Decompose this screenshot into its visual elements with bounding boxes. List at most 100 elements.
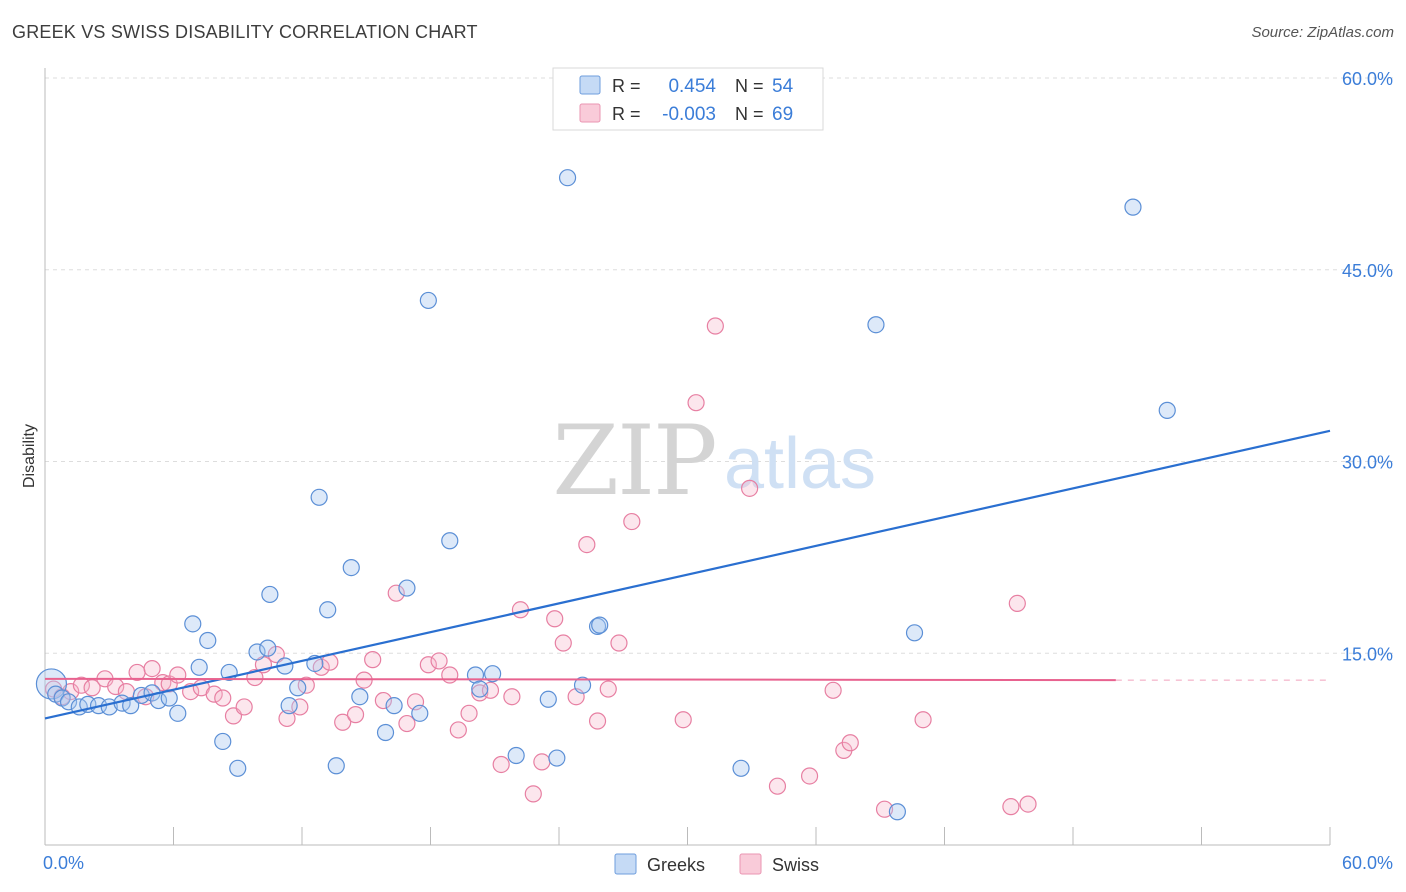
swiss-point [430,652,448,670]
swiss-point [374,691,392,710]
greek-point [35,668,68,700]
swiss-point [441,666,459,684]
greek-point [1158,401,1176,419]
greek-point [558,169,577,187]
swiss-point [246,668,264,687]
swiss-point [824,681,842,699]
greek-point [199,631,217,650]
greeks-n-value: 54 [772,76,794,97]
greek-point [591,616,609,634]
swiss-point [578,535,596,554]
swiss-point [471,684,489,702]
greeks-n-label: N = [735,76,764,96]
greek-point [398,579,416,597]
greek-point [248,643,266,661]
greek-point [190,658,208,676]
swiss-point [419,656,437,674]
swiss-point [1019,795,1037,813]
greek-point [867,316,885,334]
series-legend: Greeks Swiss [614,853,819,875]
swiss-point [449,721,467,739]
swiss-point [334,713,352,731]
greeks-swatch-icon [579,75,601,95]
greek-point [385,697,403,715]
swiss-point [1002,798,1020,816]
swiss-point [1008,594,1026,612]
legend-swiss-icon [739,853,762,875]
greek-point [214,732,232,751]
swiss-point [278,709,296,728]
swiss-point [674,711,692,729]
swiss-point [706,317,724,335]
greek-point [261,585,279,604]
legend-greeks-icon [614,853,637,875]
greek-point [507,746,525,765]
swiss-point [492,755,510,774]
greek-point [548,749,566,767]
chart-title: GREEK VS SWISS DISABILITY CORRELATION CH… [12,22,478,42]
swiss-point [214,689,232,707]
y-tick-label: 60.0% [1342,69,1393,89]
greek-point [441,532,459,550]
greek-point [319,601,337,619]
swiss-point [599,680,617,698]
x-tick-label: 60.0% [1342,853,1393,873]
watermark-zip: ZIP [552,405,715,517]
swiss-point [143,659,161,678]
greek-point [1124,198,1142,216]
greek-point [184,615,202,633]
swiss-point [72,676,91,694]
greek-point [419,291,437,310]
greek-point [905,624,924,642]
source-label: Source: ZipAtlas.com [1251,24,1394,41]
swiss-point [588,712,607,730]
y-tick-label: 30.0% [1342,453,1393,473]
swiss-point [267,645,285,664]
swiss-point [875,800,894,818]
greek-point [471,680,489,698]
greek-point [539,690,557,708]
swiss-r-value: -0.003 [662,104,716,125]
greek-point [59,693,78,711]
watermark: ZIP atlas [552,405,876,517]
greeks-trend-line [44,429,1331,720]
swiss-point [687,394,705,412]
tick-labels: 15.0% 30.0% 45.0% 60.0% 0.0% 60.0% [43,69,1393,873]
greek-point [310,488,328,506]
greek-point [573,676,592,694]
greek-points [35,169,1176,821]
greek-point [342,559,360,577]
swiss-point [741,479,759,497]
y-axis-label: Disability [21,424,38,488]
swiss-n-label: N = [735,104,764,124]
greek-point [289,679,307,697]
swiss-n-value: 69 [772,104,793,125]
greek-point [376,723,395,742]
swiss-points [44,317,1037,818]
y-tick-label: 15.0% [1342,644,1393,664]
y-tick-label: 45.0% [1342,261,1393,281]
swiss-point [398,714,416,733]
greek-point [732,759,750,777]
swiss-point [768,777,787,795]
swiss-trend-line [44,677,1116,682]
swiss-point [169,666,187,684]
swiss-r-label: R = [612,104,641,124]
swiss-point [554,634,572,652]
swiss-point [387,584,405,602]
legend-swiss-label: Swiss [772,855,819,875]
swiss-point [524,785,542,803]
legend-greeks-label: Greeks [647,855,705,875]
swiss-point [460,704,478,722]
watermark-atlas: atlas [724,424,876,504]
swiss-point [235,698,253,716]
greeks-r-label: R = [612,76,641,96]
axes [44,68,1331,846]
trend-lines [44,429,1331,720]
greek-point [280,697,298,715]
swiss-point [364,651,382,669]
greek-point [122,697,140,715]
swiss-point [546,610,564,628]
swiss-point [503,688,521,706]
